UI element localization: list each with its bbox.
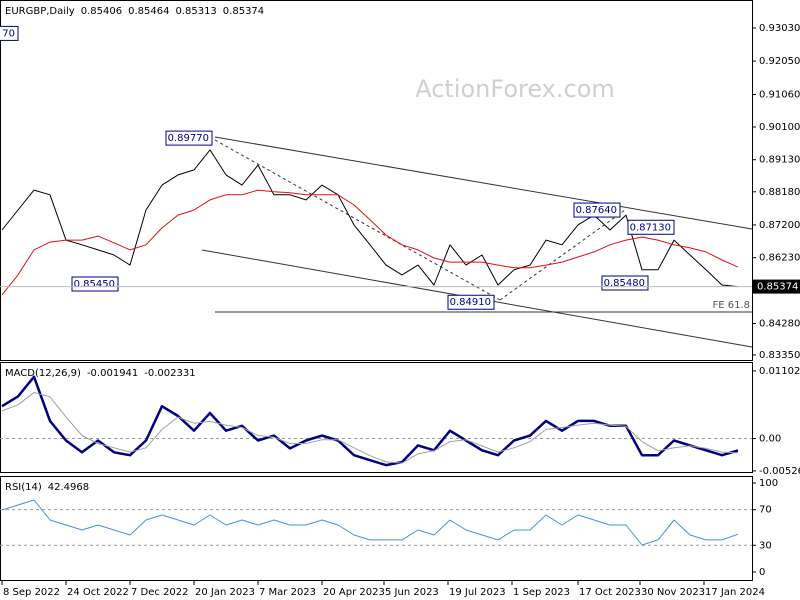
channel-upper xyxy=(214,136,753,230)
readout-value: 42.4968 xyxy=(48,482,89,493)
x-tick-label: 17 Oct 2023 xyxy=(579,587,641,598)
level-label: 0.85480 xyxy=(604,278,645,289)
y-tick-label: 0.00 xyxy=(759,434,781,445)
current-price-label: 0.85374 xyxy=(757,282,798,293)
level-label: 0.87640 xyxy=(576,205,617,216)
series-line xyxy=(1,392,739,464)
level-label-box xyxy=(627,219,675,235)
level-label: 0.84910 xyxy=(450,297,491,308)
y-tick-label: 0.011027 xyxy=(759,366,800,377)
level-label-box xyxy=(447,294,495,310)
y-tick-label: 70 xyxy=(759,505,772,516)
y-tick-label: 0.92050 xyxy=(759,56,800,67)
x-tick-label: 5 Jun 2023 xyxy=(385,587,439,598)
x-tick-label: 20 Jan 2023 xyxy=(195,587,255,598)
panel-title-text: EURGBP,Daily xyxy=(5,6,75,17)
x-tick-label: 7 Dec 2022 xyxy=(131,587,189,598)
level-label-box xyxy=(71,276,119,292)
x-tick-label: 17 Jan 2024 xyxy=(705,587,765,598)
panel-title-text: RSI(14) xyxy=(5,482,42,493)
x-tick-label: 24 Oct 2022 xyxy=(67,587,129,598)
macd-panel-frame xyxy=(0,362,753,473)
readout-value: 0.85406 xyxy=(81,6,122,17)
level-label: 0.85450 xyxy=(74,279,115,290)
panel-title-text: MACD(12,26,9) xyxy=(5,368,81,379)
watermark: ActionForex.com xyxy=(415,75,615,103)
x-tick-label: 8 Sep 2022 xyxy=(3,587,60,598)
y-tick-label: -0.005267 xyxy=(759,466,800,477)
readout-value: 0.85313 xyxy=(175,6,216,17)
readout-value: 0.85374 xyxy=(223,6,264,17)
x-tick-label: 1 Sep 2023 xyxy=(513,587,570,598)
x-tick-label: 30 Nov 2023 xyxy=(641,587,705,598)
y-tick-label: 0.93030 xyxy=(759,23,800,34)
current-price-box xyxy=(753,279,800,294)
rsi-panel-frame xyxy=(0,476,753,581)
level-label: 70 xyxy=(2,28,15,39)
level-label-box xyxy=(0,25,19,41)
price-panel-frame xyxy=(0,0,753,361)
level-label: 0.89770 xyxy=(168,133,209,144)
series-line xyxy=(1,189,739,296)
x-tick-label: 19 Jul 2023 xyxy=(449,587,506,598)
level-label-box xyxy=(165,130,213,146)
y-tick-label: 0.84280 xyxy=(759,319,800,330)
y-tick-label: 0.87200 xyxy=(759,220,800,231)
y-tick-label: 0 xyxy=(759,567,765,578)
y-tick-label: 0.90100 xyxy=(759,122,800,133)
level-label: 0.87130 xyxy=(630,222,671,233)
dashed-leg xyxy=(214,139,501,301)
readout-value: -0.002331 xyxy=(144,368,195,379)
series-line xyxy=(1,149,739,288)
level-label-box xyxy=(573,202,621,218)
panel-title: MACD(12,26,9) -0.001941 -0.002331 xyxy=(5,368,196,379)
y-tick-label: 0.88180 xyxy=(759,187,800,198)
y-tick-label: 30 xyxy=(759,540,772,551)
panel-title: RSI(14) 42.4968 xyxy=(5,482,89,493)
y-tick-label: 0.91060 xyxy=(759,90,800,101)
series-line xyxy=(1,499,739,546)
readout-value: -0.001941 xyxy=(87,368,138,379)
y-tick-label: 0.86230 xyxy=(759,253,800,264)
fe-label: FE 61.8 xyxy=(712,300,750,311)
x-tick-label: 20 Apr 2023 xyxy=(323,587,385,598)
readout-value: 0.85464 xyxy=(128,6,169,17)
y-tick-label: 100 xyxy=(759,478,778,489)
y-tick-label: 0.89130 xyxy=(759,155,800,166)
y-tick-label: 0.83350 xyxy=(759,350,800,361)
x-tick-label: 7 Mar 2023 xyxy=(259,587,316,598)
panel-title: EURGBP,Daily 0.85406 0.85464 0.85313 0.85374 xyxy=(5,6,264,17)
